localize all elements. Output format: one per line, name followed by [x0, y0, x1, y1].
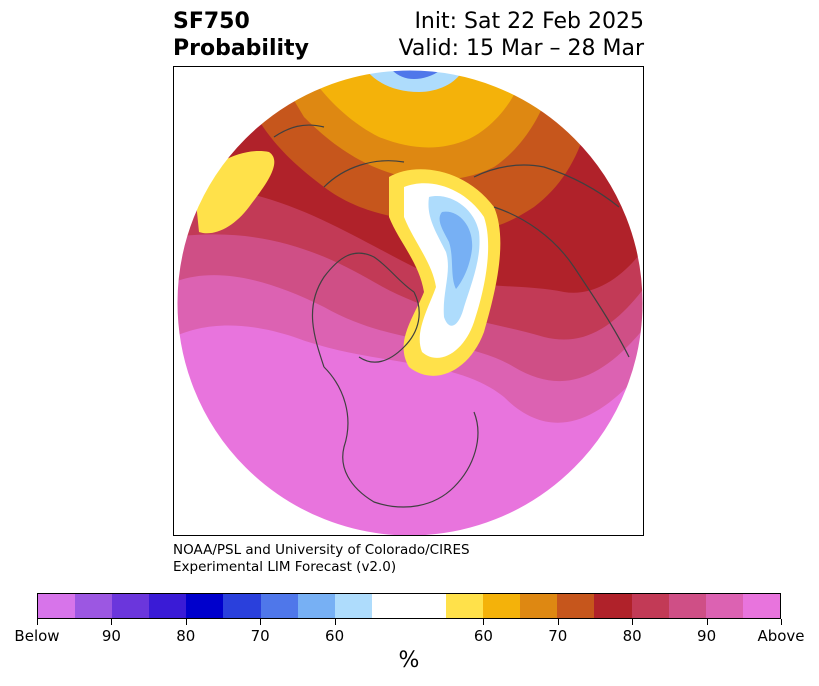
- colorbar-tick: [111, 619, 113, 625]
- credit-line-1: NOAA/PSL and University of Colorado/CIRE…: [173, 542, 470, 558]
- colorbar-tick: [37, 619, 38, 625]
- probability-map-svg: [176, 69, 643, 535]
- colorbar-segment: [223, 594, 261, 618]
- title-valid-range: Valid: 15 Mar – 28 Mar: [398, 36, 644, 61]
- colorbar-segment: [705, 594, 743, 618]
- colorbar: [37, 593, 781, 619]
- colorbar-segment: [594, 594, 632, 618]
- colorbar-tick-label: 70: [250, 627, 270, 645]
- colorbar-segment: [631, 594, 669, 618]
- colorbar-tick: [557, 619, 559, 625]
- field-below-top-strong: [389, 70, 444, 79]
- field-above-60: [304, 70, 524, 148]
- colorbar-unit: %: [398, 648, 420, 673]
- colorbar-segment: [334, 594, 372, 618]
- colorbar-tick: [260, 619, 262, 625]
- colorbar-tick: [185, 619, 187, 625]
- colorbar-tick: [632, 619, 634, 625]
- colorbar-tick-label: 60: [473, 627, 493, 645]
- colorbar-tick-label: 90: [697, 627, 717, 645]
- colorbar-tick: [781, 619, 782, 625]
- colorbar-segment: [297, 594, 335, 618]
- colorbar-segment: [75, 594, 113, 618]
- colorbar-tick: [483, 619, 485, 625]
- colorbar-segment: [668, 594, 706, 618]
- forecast-map: [173, 66, 644, 536]
- credit-line-2: Experimental LIM Forecast (v2.0): [173, 559, 397, 575]
- colorbar-tick-label: 80: [622, 627, 642, 645]
- colorbar-segment: [742, 594, 780, 618]
- colorbar-tick-label: 90: [101, 627, 121, 645]
- colorbar-tick: [334, 619, 336, 625]
- colorbar-segment: [149, 594, 187, 618]
- colorbar-segment: [260, 594, 298, 618]
- field-below-top: [364, 70, 464, 92]
- chart-title-left: SF750 Probability: [173, 8, 309, 62]
- colorbar-tick-label: 80: [176, 627, 196, 645]
- colorbar-tick-label: 70: [548, 627, 568, 645]
- chart-title-right: Init: Sat 22 Feb 2025 Valid: 15 Mar – 28…: [399, 8, 644, 62]
- colorbar-segment: [483, 594, 521, 618]
- colorbar-tick: [706, 619, 708, 625]
- colorbar-segment: [38, 594, 76, 618]
- colorbar-tick-label: Below: [14, 627, 60, 645]
- colorbar-tick-label: 60: [325, 627, 345, 645]
- field-se-band-3: [614, 407, 643, 487]
- colorbar-segment: [371, 594, 447, 618]
- colorbar-segment: [112, 594, 150, 618]
- colorbar-segment: [520, 594, 558, 618]
- colorbar-segment: [446, 594, 484, 618]
- coastlines: [273, 124, 630, 508]
- title-quantity: Probability: [173, 36, 309, 61]
- title-variable: SF750: [173, 9, 250, 34]
- colorbar-tick-label: Above: [757, 627, 805, 645]
- colorbar-segment: [186, 594, 224, 618]
- credit-text: NOAA/PSL and University of Colorado/CIRE…: [173, 542, 470, 576]
- colorbar-segment: [557, 594, 595, 618]
- title-init-date: Init: Sat 22 Feb 2025: [414, 9, 644, 34]
- field-below-70: [439, 211, 473, 289]
